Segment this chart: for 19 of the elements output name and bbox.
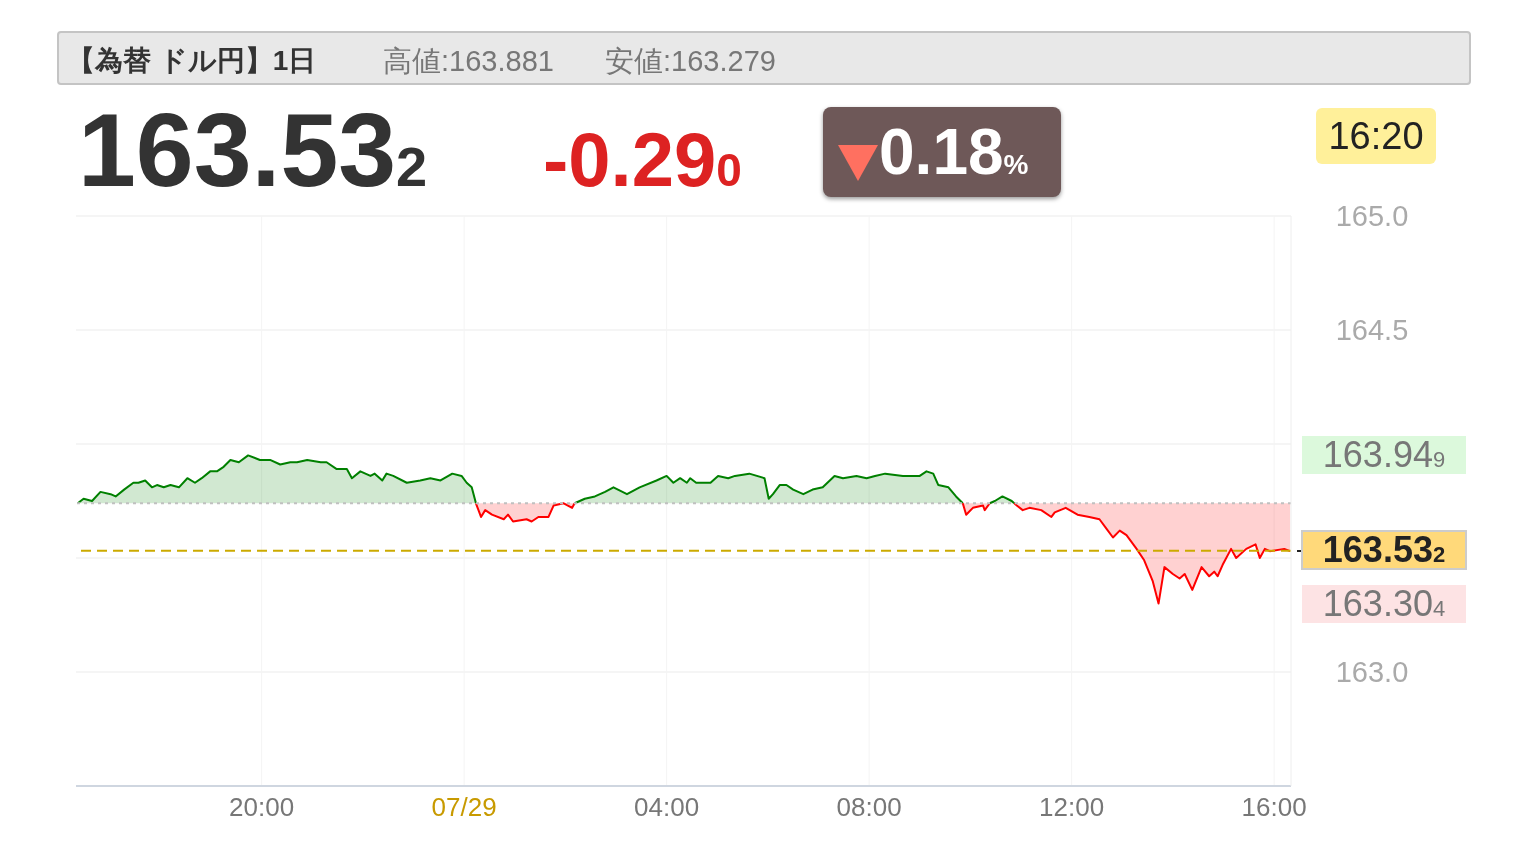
- chart-title: 【為替 ドル円】1日: [67, 44, 317, 78]
- y-tick-label: 163.0: [1335, 656, 1409, 688]
- text: 安値:163.279: [605, 44, 776, 79]
- x-tick-label: 08:00: [836, 792, 902, 822]
- text: 16:20: [1316, 108, 1436, 164]
- ref-line-label: 163.532: [1322, 528, 1446, 571]
- x-tick-label: 20:00: [229, 792, 295, 822]
- text: 0.18%: [879, 116, 1029, 188]
- text: 163.949: [1322, 434, 1446, 477]
- text: -0.290: [543, 117, 742, 202]
- y-tick-label: 164.5: [1335, 314, 1409, 346]
- text: 163.304: [1322, 582, 1446, 625]
- text: 高値:163.881: [383, 44, 554, 79]
- x-tick-label: 04:00: [634, 792, 700, 822]
- x-tick-label: 12:00: [1039, 792, 1105, 822]
- x-tick-label: 16:00: [1241, 792, 1307, 822]
- y-tick-label: 165.0: [1335, 200, 1409, 232]
- text: 163.532: [78, 92, 428, 208]
- x-tick-label: 07/29: [431, 792, 497, 822]
